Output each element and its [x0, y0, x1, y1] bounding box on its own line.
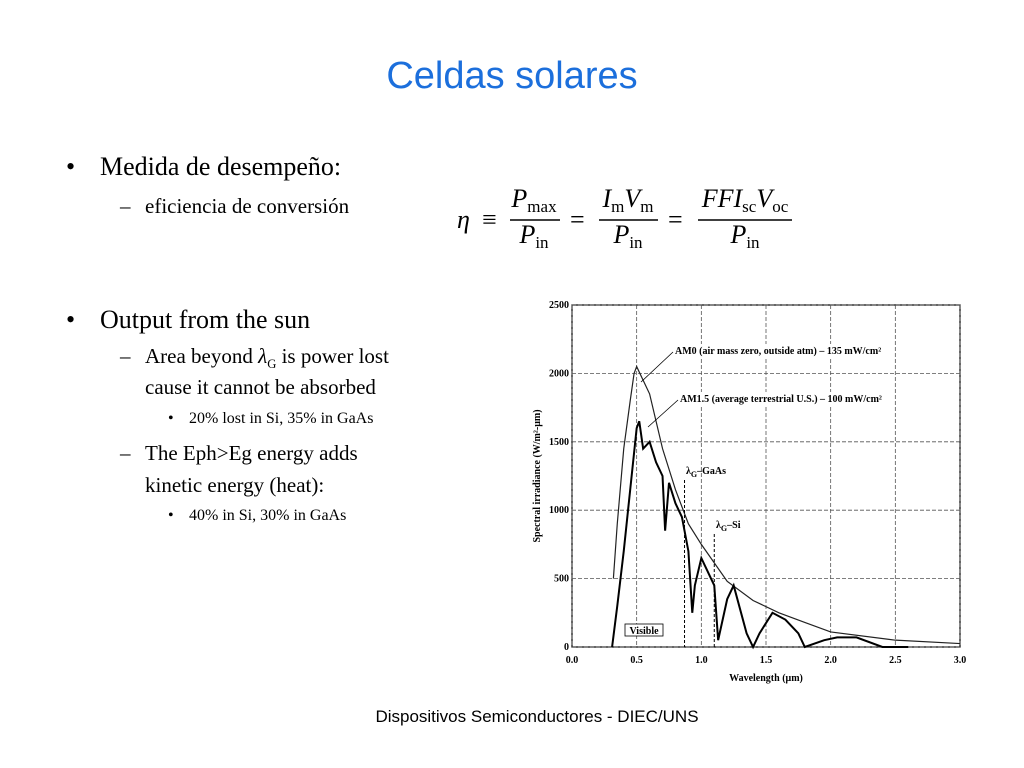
denominator: Pin	[518, 220, 549, 252]
sub: in	[629, 233, 643, 252]
bullet: •	[66, 305, 76, 334]
bullet-text: cause it cannot be absorbed	[145, 375, 376, 399]
text: –Si	[726, 520, 741, 531]
y-tick-label: 2500	[549, 300, 569, 311]
y-tick-label: 1000	[549, 505, 569, 516]
dash: –	[120, 344, 131, 368]
bullet-text: 20% lost in Si, 35% in GaAs	[189, 410, 374, 427]
x-tick-label: 2.5	[889, 655, 902, 666]
annotation: AM0 (air mass zero, outside atm) – 135 m…	[675, 346, 881, 357]
subscript: G	[267, 357, 277, 372]
sub: m	[640, 197, 653, 216]
numerator: ImVm	[601, 184, 653, 216]
y-axis-label: Spectral irradiance (W/m²-μm)	[532, 409, 543, 542]
base: P	[729, 220, 746, 249]
text: –GaAs	[696, 466, 726, 477]
annotation: λG–Si	[716, 520, 741, 533]
base: I	[601, 184, 612, 213]
visible-box	[624, 623, 664, 637]
text: is power lost	[276, 344, 389, 368]
denominator: Pin	[729, 220, 760, 252]
leader	[640, 351, 674, 383]
eq-lhs: η	[457, 205, 470, 234]
footer: Dispositivos Semiconductores - DIEC/UNS	[375, 707, 699, 726]
annotation-bg	[673, 344, 888, 357]
base: V	[624, 184, 643, 213]
bullet-text: The Eph>Eg energy adds	[145, 441, 358, 465]
text: Area beyond	[145, 344, 259, 368]
bullet-text: Area beyond λG is power lost	[145, 344, 389, 372]
bullet: •	[66, 152, 76, 181]
eq-equals: =	[570, 205, 585, 234]
bullet-text: 40% in Si, 30% in GaAs	[189, 507, 347, 524]
numerator: Pmax	[510, 184, 557, 216]
base: P	[612, 220, 629, 249]
bullet-text: eficiencia de conversión	[145, 194, 350, 218]
annotation: λG–GaAs	[686, 466, 726, 479]
y-tick-label: 0	[564, 642, 569, 653]
sub: G	[691, 470, 697, 479]
sub: sc	[742, 197, 757, 216]
sub: m	[611, 197, 624, 216]
y-tick-label: 1500	[549, 437, 569, 448]
eq-relation: ≡	[482, 205, 497, 234]
sub: oc	[772, 197, 789, 216]
series-line	[612, 365, 961, 645]
series-line	[611, 420, 909, 650]
symbol: λ	[716, 520, 721, 531]
annotation: AM1.5 (average terrestrial U.S.) – 100 m…	[680, 394, 882, 405]
base: P	[518, 220, 535, 249]
x-tick-label: 2.0	[824, 655, 837, 666]
x-tick-label: 0.5	[630, 655, 643, 666]
leader	[647, 399, 679, 428]
title: Celdas solares	[386, 55, 638, 97]
sub: max	[527, 197, 557, 216]
x-tick-label: 3.0	[954, 655, 967, 666]
bullet-text: Medida de desempeño:	[100, 152, 342, 181]
base: P	[510, 184, 527, 213]
denominator: Pin	[612, 220, 643, 252]
base: V	[756, 184, 775, 213]
sub: in	[535, 233, 549, 252]
numerator: FFIscVoc	[701, 184, 789, 216]
x-axis-label: Wavelength (μm)	[729, 673, 803, 684]
base: FFI	[701, 184, 744, 213]
dash: –	[120, 194, 131, 218]
symbol: λ	[258, 344, 268, 368]
y-tick-label: 2000	[549, 368, 569, 379]
bullet: •	[168, 410, 174, 427]
eq-equals: =	[668, 205, 683, 234]
annotation: Visible	[629, 626, 659, 637]
sub: G	[721, 524, 727, 533]
bullet-text: kinetic energy (heat):	[145, 473, 325, 497]
annotation-bg	[678, 392, 888, 405]
bullet-text: Output from the sun	[100, 305, 311, 334]
y-tick-label: 500	[554, 574, 569, 585]
dash: –	[120, 441, 131, 465]
sub: in	[746, 233, 760, 252]
x-tick-label: 1.5	[760, 655, 773, 666]
bullet: •	[168, 507, 174, 524]
x-tick-label: 1.0	[695, 655, 708, 666]
symbol: λ	[686, 466, 691, 477]
x-tick-label: 0.0	[566, 655, 579, 666]
